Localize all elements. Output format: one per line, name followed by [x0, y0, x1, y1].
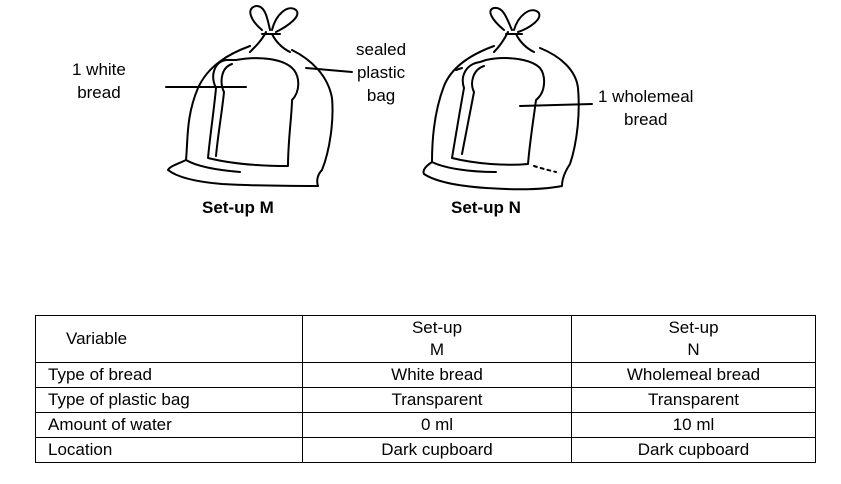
- wholemeal-bread-label-line1: 1 wholemeal: [598, 87, 694, 106]
- header-setup-n-line2: N: [687, 340, 700, 359]
- row-variable: Amount of water: [35, 412, 303, 438]
- plastic-bag-label-line3: bag: [366, 86, 396, 105]
- header-setup-m: Set-up M: [302, 315, 572, 363]
- row-setup-n-value: 10 ml: [571, 412, 816, 438]
- row-setup-n-value: Transparent: [571, 387, 816, 413]
- row-variable: Type of bread: [35, 362, 303, 388]
- row-setup-m-value: 0 ml: [302, 412, 572, 438]
- table-row: Location Dark cupboard Dark cupboard: [35, 437, 816, 463]
- table-row: Type of plastic bag Transparent Transpar…: [35, 387, 816, 413]
- wholemeal-bread-label-line2: bread: [623, 110, 668, 129]
- variables-table: Variable Set-up M Set-up N Type of bread…: [35, 315, 816, 463]
- row-setup-m-value: Dark cupboard: [302, 437, 572, 463]
- row-variable: Location: [35, 437, 303, 463]
- plastic-bag-label-line2: plastic: [356, 63, 406, 82]
- row-setup-m-value: White bread: [302, 362, 572, 388]
- row-setup-n-value: Dark cupboard: [571, 437, 816, 463]
- table-row: Type of bread White bread Wholemeal brea…: [35, 362, 816, 388]
- row-setup-m-value: Transparent: [302, 387, 572, 413]
- white-bread-label: 1 white bread: [72, 58, 126, 104]
- header-setup-n: Set-up N: [571, 315, 816, 363]
- setup-m-bag: [165, 5, 353, 187]
- setup-m-caption: Set-up M: [202, 198, 274, 217]
- diagram-drawings: [165, 5, 593, 191]
- white-bread-label-line1: 1 white: [72, 60, 126, 79]
- plastic-bag-label-line1: sealed: [356, 40, 407, 59]
- header-setup-m-line2: M: [429, 340, 445, 359]
- row-setup-n-value: Wholemeal bread: [571, 362, 816, 388]
- header-variable: Variable: [35, 315, 303, 363]
- table-header-row: Variable Set-up M Set-up N: [35, 315, 816, 363]
- plastic-bag-label: sealed plastic bag: [356, 38, 406, 107]
- header-setup-n-line1: Set-up: [668, 318, 719, 337]
- wholemeal-bread-label: 1 wholemeal bread: [598, 85, 693, 131]
- setup-n-caption: Set-up N: [451, 198, 521, 217]
- row-variable: Type of plastic bag: [35, 387, 303, 413]
- setup-n-bag: [422, 6, 593, 191]
- white-bread-label-line2: bread: [77, 83, 121, 102]
- header-setup-m-line1: Set-up: [411, 318, 463, 337]
- table-row: Amount of water 0 ml 10 ml: [35, 412, 816, 438]
